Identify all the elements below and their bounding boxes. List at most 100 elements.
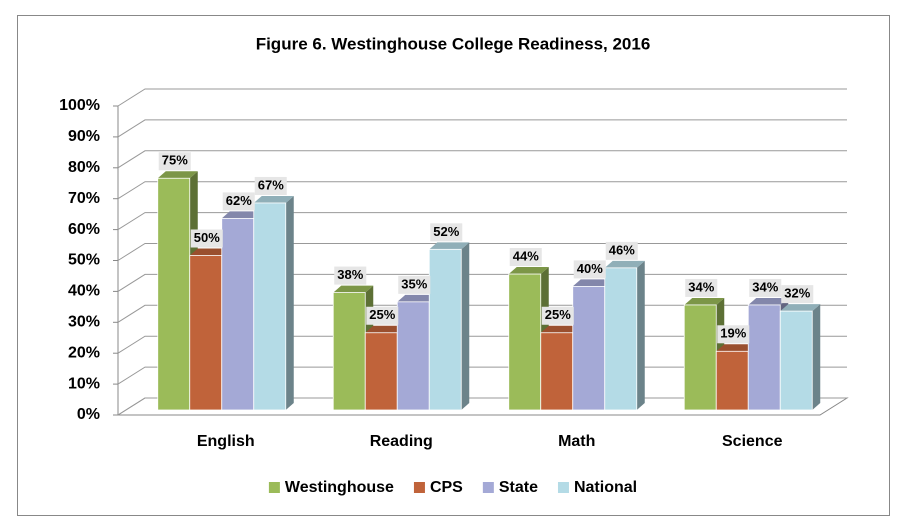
bar xyxy=(604,260,645,411)
bar-top xyxy=(748,297,789,305)
bar-front xyxy=(540,332,574,411)
bar-side xyxy=(285,195,294,410)
x-tick-label: English xyxy=(197,433,255,450)
value-label-bg xyxy=(685,278,718,297)
legend: Westinghouse CPS State National xyxy=(268,479,637,496)
bar-top xyxy=(780,304,821,312)
bar-front xyxy=(779,310,813,411)
bar-top xyxy=(189,248,230,256)
value-label: 50% xyxy=(194,230,220,245)
value-label-bg xyxy=(605,241,638,260)
value-label-bg xyxy=(366,306,399,325)
bar-front xyxy=(253,202,287,411)
value-label-bg xyxy=(190,229,223,248)
bar-front xyxy=(604,267,638,411)
value-label: 75% xyxy=(162,153,188,168)
value-label-bg xyxy=(509,248,542,267)
bar xyxy=(253,195,294,411)
bar-top xyxy=(684,297,725,305)
bar-top xyxy=(221,211,262,219)
bar-side xyxy=(461,242,470,410)
y-tick-label: 50% xyxy=(68,252,100,269)
bar-front xyxy=(508,273,542,411)
bar-front xyxy=(715,350,749,411)
legend-label: State xyxy=(499,479,538,496)
value-label: 35% xyxy=(401,276,427,291)
bar-front xyxy=(221,218,255,411)
legend-label: Westinghouse xyxy=(285,479,394,496)
y-tick-label: 20% xyxy=(68,344,100,361)
value-label-bg xyxy=(158,152,191,171)
value-label: 38% xyxy=(337,267,363,282)
y-tick-label: 70% xyxy=(68,190,100,207)
bar-top xyxy=(333,285,374,293)
value-label-bg xyxy=(222,192,255,211)
bar-front xyxy=(364,332,398,411)
bar-front xyxy=(572,285,606,411)
bar-top xyxy=(397,294,438,302)
x-tick-label: Science xyxy=(722,433,783,450)
bar-top xyxy=(508,267,549,275)
y-tick-label: 80% xyxy=(68,159,100,176)
bar-top xyxy=(540,325,581,333)
grid-line xyxy=(117,212,847,231)
y-tick-label: 30% xyxy=(68,314,100,331)
legend-label: National xyxy=(574,479,637,496)
value-label: 67% xyxy=(258,177,284,192)
bar-top xyxy=(429,242,470,250)
value-label: 19% xyxy=(720,326,746,341)
bar xyxy=(428,242,470,411)
bar-top xyxy=(157,171,198,179)
legend-swatch xyxy=(557,482,569,493)
x-tick-label: Reading xyxy=(370,433,433,450)
value-label-bg xyxy=(254,176,287,195)
bar xyxy=(779,304,821,411)
value-label-bg xyxy=(749,278,782,297)
y-tick-label: 90% xyxy=(68,128,100,145)
value-label: 25% xyxy=(369,307,395,322)
bar-front xyxy=(428,248,462,411)
bar-side xyxy=(636,260,645,410)
grid-line xyxy=(117,88,847,107)
value-label: 44% xyxy=(513,248,539,263)
legend-swatch xyxy=(413,482,425,493)
bar-front xyxy=(157,177,191,411)
legend-label: CPS xyxy=(430,479,463,496)
value-label-bg xyxy=(781,285,814,304)
value-label: 34% xyxy=(688,279,714,294)
bar-front xyxy=(332,292,366,411)
bar-top xyxy=(604,260,645,268)
bar-top xyxy=(365,325,406,333)
bar-front xyxy=(189,255,223,411)
bar-front xyxy=(683,304,717,411)
x-tick-label: Math xyxy=(558,433,595,450)
value-label-bg xyxy=(573,260,606,279)
value-label: 46% xyxy=(609,242,635,257)
value-label: 40% xyxy=(577,261,603,276)
y-tick-label: 0% xyxy=(77,406,100,423)
y-tick-label: 60% xyxy=(68,221,100,238)
y-tick-label: 10% xyxy=(68,375,100,392)
bar-top xyxy=(253,195,294,203)
chart-title: Figure 6. Westinghouse College Readiness… xyxy=(256,34,651,53)
value-label-bg xyxy=(717,325,750,344)
bar-front xyxy=(747,304,781,411)
value-label-bg xyxy=(398,275,431,294)
value-label-bg xyxy=(541,306,574,325)
bar-front xyxy=(396,301,430,411)
legend-swatch xyxy=(482,482,494,493)
value-label: 25% xyxy=(545,307,571,322)
value-label: 62% xyxy=(226,193,252,208)
value-label: 34% xyxy=(752,279,778,294)
grid-line xyxy=(117,150,847,169)
value-label: 32% xyxy=(784,286,810,301)
bar-top xyxy=(572,279,613,287)
value-label-bg xyxy=(334,266,367,285)
grid-line xyxy=(117,181,847,200)
grid-line xyxy=(117,119,847,138)
bar-top xyxy=(716,344,757,352)
value-label-bg xyxy=(430,223,463,242)
legend-swatch xyxy=(268,482,280,493)
y-tick-label: 100% xyxy=(59,97,100,114)
